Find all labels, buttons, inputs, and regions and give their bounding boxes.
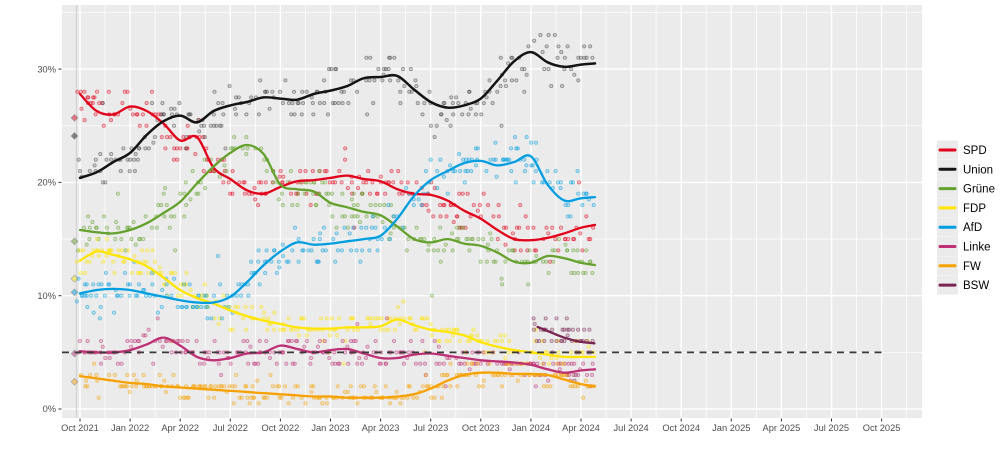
x-axis-tick-label: Oct 2021	[61, 423, 99, 433]
y-axis-tick-label: 0%	[43, 404, 56, 414]
election-diamond-Grüne	[70, 237, 79, 246]
legend-item-FW: FW	[937, 256, 981, 276]
panel-background	[62, 5, 922, 418]
election-diamond-FDP	[70, 274, 79, 283]
x-axis: Oct 2021 Jan 2022 Apr 2022 Jul 2022 Oct 2022…	[61, 418, 901, 433]
election-diamond-SPD	[70, 113, 79, 122]
legend-label-FDP: FDP	[963, 203, 986, 215]
legend-label-SPD: SPD	[963, 145, 987, 157]
legend-label-AfD: AfD	[963, 222, 982, 234]
election-result-diamonds	[70, 113, 79, 386]
x-axis-tick-label: Jan 2025	[712, 423, 750, 433]
trend-line-Grüne	[78, 143, 597, 267]
x-axis-tick-label: Apr 2023	[362, 423, 400, 433]
trend-line-SPD	[78, 92, 597, 242]
legend-item-Linke: Linke	[937, 237, 991, 256]
legend-item-FDP: FDP	[937, 198, 986, 218]
election-diamond-AfD	[70, 288, 79, 297]
gridlines	[62, 5, 922, 418]
legend-label-BSW: BSW	[963, 280, 989, 292]
x-axis-tick-label: Oct 2022	[262, 423, 300, 433]
trend-line-FDP	[78, 250, 597, 359]
x-axis-tick-label: Jan 2024	[512, 423, 550, 433]
trend-line-Linke	[78, 336, 597, 374]
x-axis-tick-label: Jan 2022	[111, 423, 149, 433]
x-axis-tick-label: Jul 2025	[814, 423, 849, 433]
legend-item-Union: Union	[937, 159, 993, 179]
legend-item-Grüne: Grüne	[937, 179, 995, 199]
legend-label-Grüne: Grüne	[963, 184, 995, 196]
legend-item-BSW: BSW	[937, 275, 989, 295]
legend-label-FW: FW	[963, 261, 981, 273]
x-axis-tick-label: Jul 2023	[413, 423, 448, 433]
x-axis-tick-label: Jan 2023	[311, 423, 349, 433]
x-axis-tick-label: Apr 2022	[161, 423, 199, 433]
legend-label-Union: Union	[963, 164, 993, 176]
x-axis-tick-label: Oct 2023	[462, 423, 500, 433]
x-axis-tick-label: Oct 2024	[662, 423, 700, 433]
trend-line-FW	[78, 371, 597, 399]
y-axis-tick-label: 10%	[37, 291, 56, 301]
legend: SPD Union Grüne FDP AfD Linke FW BSW	[937, 140, 995, 295]
trend-line-BSW	[536, 325, 596, 345]
poll-points-Grüne	[76, 135, 595, 298]
x-axis-tick-label: Apr 2025	[763, 423, 801, 433]
election-diamond-Union	[70, 131, 79, 140]
y-axis-tick-label: 20%	[37, 178, 56, 188]
x-axis-tick-label: Jul 2024	[614, 423, 649, 433]
election-diamond-FW	[70, 377, 79, 386]
y-axis-tick-label: 30%	[37, 64, 56, 74]
x-axis-tick-label: Jul 2022	[213, 423, 248, 433]
legend-label-Linke: Linke	[963, 242, 991, 254]
x-axis-tick-label: Oct 2025	[863, 423, 901, 433]
poll-points-Union	[76, 33, 595, 185]
trend-line-AfD	[78, 154, 597, 305]
trend-line-Union	[78, 50, 597, 180]
x-axis-tick-label: Apr 2024	[562, 423, 600, 433]
legend-item-AfD: AfD	[937, 217, 982, 237]
y-axis: 0% 10% 20% 30%	[37, 64, 62, 414]
legend-item-SPD: SPD	[937, 140, 987, 160]
